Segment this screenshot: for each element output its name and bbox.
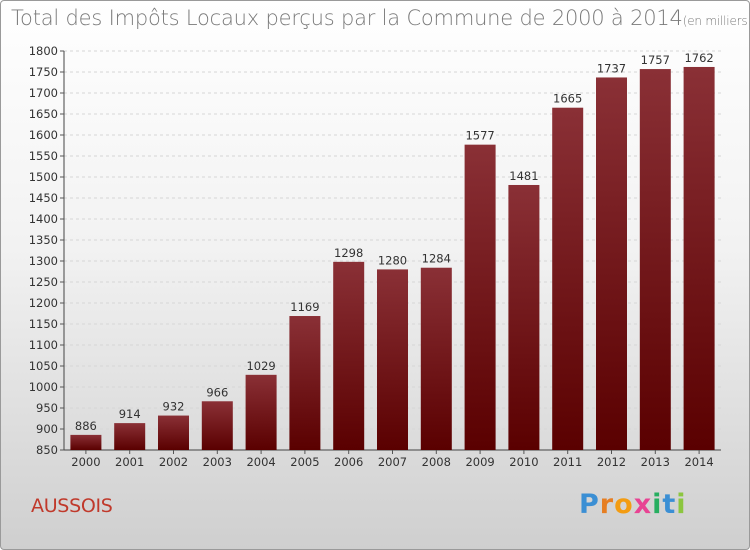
x-tick-label: 2001 (115, 455, 144, 469)
y-tick-label: 1650 (29, 107, 58, 121)
data-label: 1280 (378, 253, 407, 267)
bar-2004 (245, 374, 277, 450)
bar-2012 (596, 77, 627, 451)
y-tick-label: 1400 (29, 212, 58, 226)
data-label: 1762 (684, 51, 713, 65)
data-label: 1481 (509, 169, 538, 183)
y-tick-label: 1800 (29, 44, 58, 58)
x-tick-label: 2014 (684, 455, 713, 469)
data-label: 1298 (334, 246, 363, 260)
x-tick-label: 2003 (203, 455, 232, 469)
data-label: 886 (75, 419, 97, 433)
bar-2014 (683, 66, 715, 451)
logo-letter: o (614, 489, 634, 520)
y-tick-label: 850 (36, 443, 58, 457)
data-label: 932 (163, 400, 185, 414)
logo-letter: i (676, 489, 687, 520)
y-tick-label: 1300 (29, 254, 58, 268)
x-tick-label: 2007 (378, 455, 407, 469)
y-tick-label: 1250 (29, 275, 58, 289)
bar-2005 (289, 316, 321, 450)
data-label: 1665 (553, 92, 582, 106)
y-tick-label: 1150 (29, 317, 58, 331)
bars (70, 66, 715, 451)
y-tick-labels: 850 900 950 1000 1050 1100 1150 1200 1250 1300 135… (29, 44, 64, 457)
logo-letter: P (579, 489, 600, 520)
y-tick-label: 1450 (29, 191, 58, 205)
bar-2002 (158, 415, 189, 450)
bar-2013 (639, 69, 671, 450)
data-label: 1029 (246, 359, 275, 373)
data-labels: 886 914 932 966 1029 1169 1298 1280 1284 1577 1481… (75, 51, 714, 433)
bar-2010 (508, 184, 540, 451)
bar-2003 (201, 401, 233, 450)
bar-2000 (70, 434, 102, 450)
bar-2009 (464, 144, 496, 450)
chart-title: Total des Impôts Locaux perçus par la Co… (11, 6, 749, 30)
x-tick-label: 2005 (290, 455, 319, 469)
bar-2011 (552, 107, 584, 450)
y-tick-label: 1750 (29, 65, 58, 79)
data-label: 1284 (422, 252, 451, 266)
x-tick-label: 2010 (509, 455, 538, 469)
data-label: 966 (206, 385, 228, 399)
logo-letter: i (652, 489, 663, 520)
data-label: 1577 (465, 129, 494, 143)
data-label: 1757 (641, 53, 670, 67)
data-label: 914 (119, 407, 141, 421)
y-tick-label: 950 (36, 401, 58, 415)
data-label: 1737 (597, 61, 626, 75)
y-tick-label: 1700 (29, 86, 58, 100)
x-tick-label: 2012 (597, 455, 626, 469)
data-label: 1169 (290, 300, 319, 314)
commune-name: AUSSOIS (31, 495, 113, 517)
y-tick-label: 1550 (29, 149, 58, 163)
x-tick-label: 2011 (553, 455, 582, 469)
logo-letter: x (633, 489, 653, 520)
proxiti-logo: Proxiti (579, 489, 687, 520)
y-tick-label: 1500 (29, 170, 58, 184)
y-tick-label: 1600 (29, 128, 58, 142)
x-tick-label: 2009 (465, 455, 494, 469)
x-tick-label: 2006 (334, 455, 363, 469)
y-tick-label: 1350 (29, 233, 58, 247)
y-tick-label: 900 (36, 422, 58, 436)
chart-title-unit: (en milliers d'€) (682, 14, 749, 28)
bar-2008 (420, 267, 452, 450)
logo-letter: r (599, 489, 615, 520)
bar-2001 (114, 423, 146, 450)
chart-title-main: Total des Impôts Locaux perçus par la Co… (11, 6, 683, 30)
y-tick-label: 1050 (29, 359, 58, 373)
x-tick-label: 2002 (159, 455, 188, 469)
bar-2006 (333, 261, 365, 450)
x-tick-labels: 2000 2001 2002 2003 2004 2005 2006 2007 2008 2009… (71, 450, 714, 469)
bar-2007 (377, 269, 408, 450)
y-tick-label: 1200 (29, 296, 58, 310)
x-tick-label: 2013 (641, 455, 670, 469)
x-tick-label: 2004 (246, 455, 275, 469)
y-tick-label: 1000 (29, 380, 58, 394)
x-tick-label: 2008 (422, 455, 451, 469)
logo-letter: t (662, 489, 677, 520)
x-tick-label: 2000 (71, 455, 100, 469)
y-tick-label: 1100 (29, 338, 58, 352)
